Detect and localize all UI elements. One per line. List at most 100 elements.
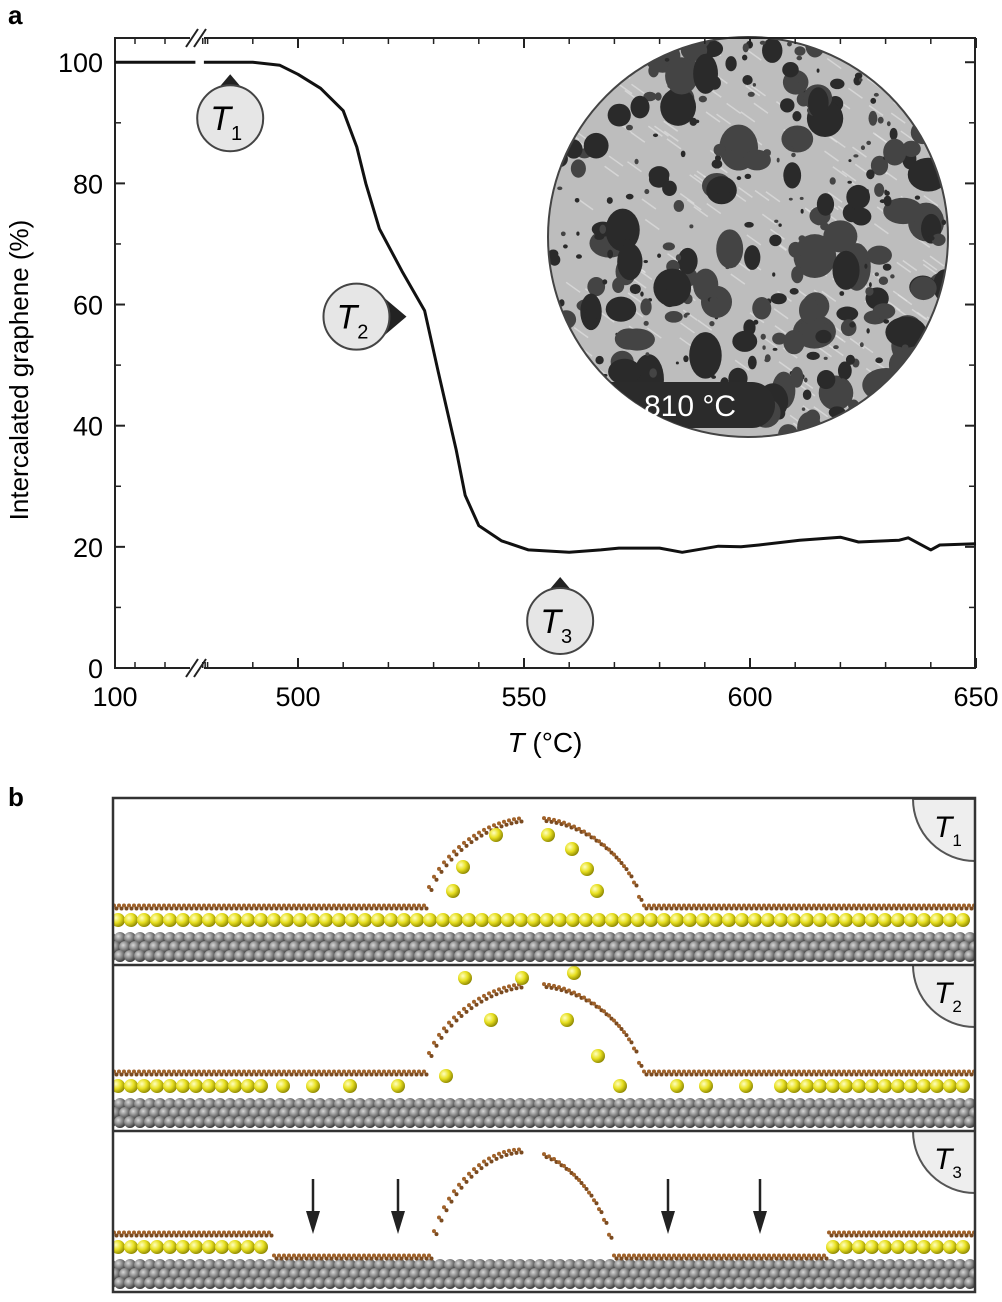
carbon-atom (152, 903, 156, 908)
substrate-atom (889, 1268, 901, 1280)
substrate-atom (464, 1098, 476, 1110)
intercalant-atom (189, 1240, 203, 1254)
annotation: T3 (526, 577, 595, 656)
substrate-atom (614, 1259, 626, 1271)
texture-blob (899, 204, 905, 211)
substrate-atom (459, 941, 471, 953)
intercalant-atom (215, 1079, 229, 1093)
carbon-atom (177, 903, 181, 908)
carbon-atom (267, 903, 271, 908)
carbon-atom (267, 1230, 271, 1235)
carbon-atom (929, 906, 934, 911)
texture-blob (716, 229, 744, 269)
intercalant-atom (449, 913, 463, 927)
texture-blob (599, 224, 607, 234)
substrate-atom (654, 932, 666, 944)
substrate-atom (334, 932, 346, 944)
carbon-atom (179, 1072, 184, 1077)
carbon-atom (749, 1072, 754, 1077)
carbon-atom (729, 1256, 734, 1261)
plot-frame (114, 37, 976, 669)
carbon-atom (772, 903, 776, 908)
row-corner: T2 (911, 964, 976, 1029)
carbon-atom (319, 1256, 324, 1261)
carbon-atom (912, 903, 916, 908)
substrate-atom (284, 1116, 296, 1128)
substrate-atom (694, 1259, 706, 1271)
substrate-atom (734, 1098, 746, 1110)
texture-streak (549, 38, 565, 51)
carbon-atom (849, 1233, 854, 1238)
texture-blob (657, 253, 662, 258)
carbon-atom (469, 840, 474, 845)
carbon-atom (382, 1069, 386, 1074)
texture-streak (745, 85, 761, 97)
texture-blob (759, 40, 766, 45)
carbon-atom (337, 1069, 341, 1074)
carbon-atom (292, 1069, 296, 1074)
substrate-atom (929, 1268, 941, 1280)
axis-break (193, 28, 207, 48)
carbon-atom (452, 849, 456, 854)
carbon-atom (809, 1256, 814, 1261)
substrate-atom (314, 1098, 326, 1110)
carbon-atom (837, 1069, 841, 1074)
substrate-atom (134, 1116, 146, 1128)
substrate-atom (644, 1098, 656, 1110)
carbon-atom (239, 1233, 244, 1238)
substrate-atom (484, 1277, 496, 1289)
carbon-atom (499, 824, 504, 829)
texture-streak (579, 79, 595, 91)
carbon-atom (199, 1072, 204, 1077)
x-axis-var: T (508, 727, 527, 758)
intercalant-atom (514, 913, 528, 927)
texture-blob (643, 259, 648, 264)
substrate-atom (179, 941, 191, 953)
substrate-atom (764, 1098, 776, 1110)
carbon-atom (249, 1072, 254, 1077)
carbon-atom (829, 906, 834, 911)
texture-blob (769, 234, 782, 247)
axis-break (185, 658, 199, 678)
carbon-atom (884, 1233, 889, 1238)
carbon-atom (822, 1253, 826, 1258)
carbon-atom (169, 906, 174, 911)
carbon-atom (657, 1253, 661, 1258)
carbon-atom (719, 1072, 724, 1077)
intercalant-atom (696, 913, 710, 927)
substrate-atom (959, 941, 971, 953)
carbon-atom (567, 1168, 571, 1173)
carbon-atom (637, 894, 641, 899)
substrate-atom (114, 1116, 126, 1128)
texture-streak (852, 146, 867, 158)
substrate-atom (114, 1277, 126, 1289)
texture-streak (911, 58, 927, 70)
carbon-atom (279, 1256, 284, 1261)
substrate-atom (249, 1268, 261, 1280)
carbon-atom (157, 1230, 161, 1235)
texture-blob (753, 319, 759, 325)
carbon-atom (417, 1069, 421, 1074)
substrate-atom (154, 932, 166, 944)
texture-blob (665, 57, 698, 95)
carbon-atom (252, 903, 256, 908)
substrate-atom (944, 932, 956, 944)
substrate-atom (419, 1107, 431, 1119)
carbon-atom (429, 1256, 434, 1261)
carbon-atom (189, 1072, 194, 1077)
texture-blob (840, 319, 857, 337)
intercalant-atom (943, 1079, 957, 1093)
substrate-atom (894, 1116, 906, 1128)
carbon-atom (902, 1069, 906, 1074)
substrate-atom (184, 1259, 196, 1271)
texture-blob (806, 351, 820, 360)
substrate-atom (734, 1259, 746, 1271)
substrate-atom (414, 1116, 426, 1128)
carbon-atom (639, 897, 644, 902)
intercalant-atom (943, 1240, 957, 1254)
substrate-atom (119, 1107, 131, 1119)
carbon-atom (217, 1069, 221, 1074)
substrate-atom (714, 950, 726, 962)
substrate-atom (129, 1268, 141, 1280)
carbon-atom (957, 1230, 961, 1235)
